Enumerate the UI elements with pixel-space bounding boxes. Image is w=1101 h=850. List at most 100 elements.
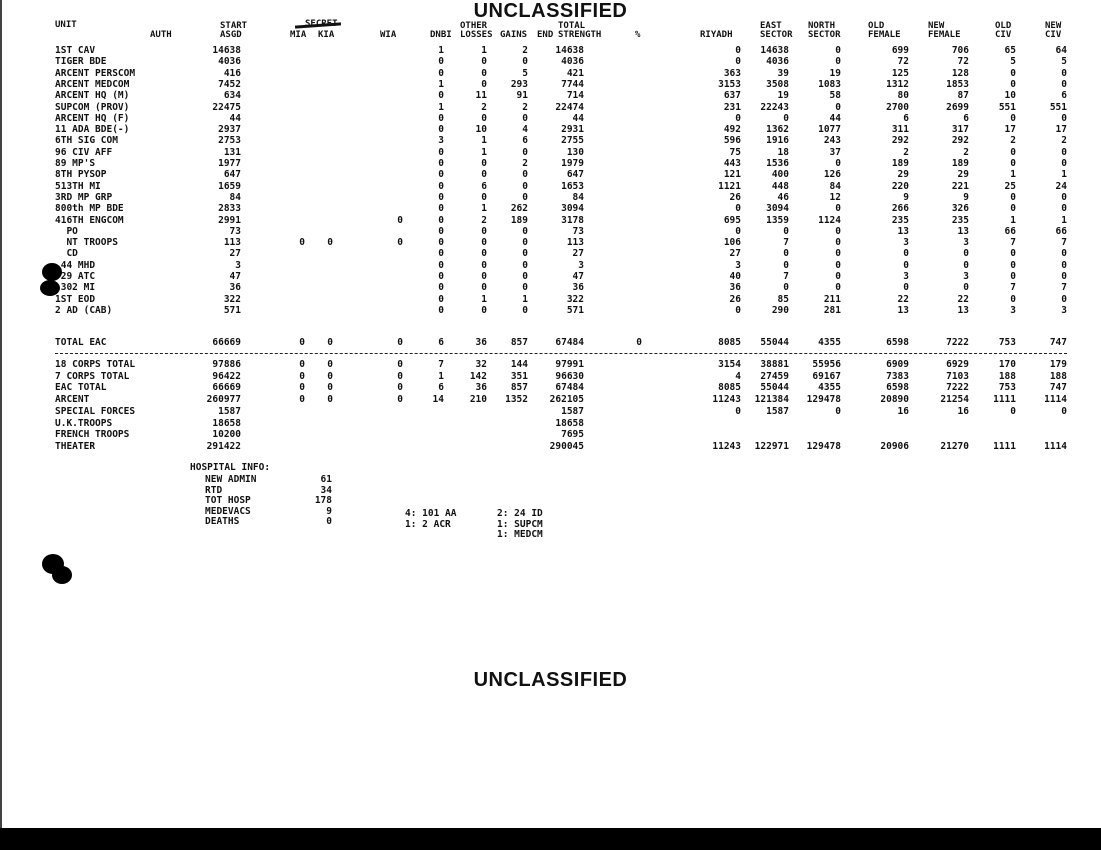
table-cell: 0 bbox=[522, 169, 528, 181]
classification-top: UNCLASSIFIED bbox=[473, 0, 628, 22]
table-cell: 0 bbox=[522, 112, 528, 124]
hospital-title: HOSPITAL INFO: bbox=[190, 462, 271, 473]
column-header: WIA bbox=[380, 30, 397, 40]
table-cell: 0 bbox=[783, 112, 789, 124]
table-cell: 281 bbox=[823, 304, 841, 316]
table-cell: 0 bbox=[783, 248, 789, 260]
table-cell: 0 bbox=[438, 237, 444, 249]
table-cell: 1114 bbox=[1044, 394, 1067, 406]
table-cell: 189 bbox=[510, 214, 528, 226]
table-cell: 0 bbox=[735, 56, 741, 68]
unit-name: 302 MI bbox=[55, 282, 96, 294]
table-cell: 1352 bbox=[505, 394, 528, 406]
table-cell: 0 bbox=[963, 282, 969, 294]
unit-name: THEATER bbox=[55, 440, 96, 452]
table-cell: 6598 bbox=[886, 337, 909, 348]
column-header: MIA bbox=[290, 30, 307, 40]
table-cell: 72 bbox=[957, 56, 969, 68]
table-cell: 416 bbox=[223, 67, 241, 79]
table-cell: 21254 bbox=[940, 394, 969, 406]
table-cell: 0 bbox=[397, 237, 403, 249]
table-cell: 0 bbox=[1010, 271, 1016, 282]
table-cell: 18658 bbox=[555, 417, 584, 429]
table-cell: 17 bbox=[1055, 124, 1067, 136]
table-cell: 0 bbox=[522, 56, 528, 68]
table-cell: 4036 bbox=[766, 56, 789, 68]
table-cell: 326 bbox=[951, 203, 969, 215]
hospital-label: RTD bbox=[205, 484, 223, 496]
table-cell: 36 bbox=[475, 382, 487, 394]
table-cell: 317 bbox=[951, 124, 969, 136]
unit-name: 11 ADA BDE(-) bbox=[55, 124, 130, 136]
table-cell: 0 bbox=[438, 248, 444, 260]
table-cell: 0 bbox=[1061, 191, 1067, 203]
table-cell: 292 bbox=[951, 135, 969, 147]
table-cell: 7 bbox=[783, 271, 789, 282]
unit-name: 44 MHD bbox=[55, 259, 96, 271]
table-cell: 10200 bbox=[212, 429, 241, 441]
table-cell: 17 bbox=[1004, 124, 1016, 136]
table-cell: 0 bbox=[1061, 271, 1067, 282]
table-cell: 3 bbox=[963, 237, 969, 249]
unit-name: EAC TOTAL bbox=[55, 382, 107, 394]
table-cell: 235 bbox=[891, 214, 909, 226]
table-cell: 55956 bbox=[812, 359, 841, 370]
table-cell: 189 bbox=[951, 158, 969, 169]
table-cell: 7 bbox=[1010, 237, 1016, 249]
table-cell: 113 bbox=[223, 237, 241, 249]
table-cell: 0 bbox=[481, 169, 487, 181]
table-cell: 0 bbox=[327, 359, 333, 370]
table-cell: 16 bbox=[897, 405, 909, 417]
table-cell: 0 bbox=[522, 304, 528, 316]
table-cell: 857 bbox=[510, 337, 528, 348]
table-cell: 24 bbox=[1055, 180, 1067, 192]
scan-footer-bar bbox=[0, 828, 1101, 850]
table-cell: 21270 bbox=[940, 440, 969, 452]
table-cell: 7695 bbox=[561, 429, 584, 441]
table-cell: 0 bbox=[1010, 293, 1016, 305]
table-cell: 0 bbox=[438, 191, 444, 203]
table-cell: 38881 bbox=[760, 359, 789, 370]
table-cell: 20906 bbox=[880, 440, 909, 452]
table-cell: 130 bbox=[566, 146, 584, 158]
table-cell: 1362 bbox=[766, 124, 789, 136]
table-cell: 293 bbox=[510, 78, 528, 90]
table-cell: 10 bbox=[475, 124, 487, 136]
table-cell: 0 bbox=[1010, 112, 1016, 124]
table-cell: 0 bbox=[438, 304, 444, 316]
table-cell: 7 bbox=[783, 237, 789, 249]
table-cell: 0 bbox=[438, 214, 444, 226]
table-cell: 0 bbox=[481, 78, 487, 90]
table-cell: 322 bbox=[566, 293, 584, 305]
table-cell: 400 bbox=[771, 169, 789, 181]
table-cell: 1077 bbox=[818, 124, 841, 136]
column-header: SECTOR bbox=[808, 30, 841, 40]
table-cell: 1 bbox=[481, 45, 487, 56]
table-cell: 2 bbox=[1061, 135, 1067, 147]
table-cell: 13 bbox=[957, 225, 969, 237]
table-cell: 1853 bbox=[946, 78, 969, 90]
table-cell: 73 bbox=[229, 225, 241, 237]
table-cell: 11243 bbox=[712, 440, 741, 452]
column-header: AUTH bbox=[150, 30, 172, 40]
table-cell: 84 bbox=[572, 191, 584, 203]
table-cell: 0 bbox=[327, 394, 333, 406]
table-cell: 36 bbox=[572, 282, 584, 294]
table-cell: 1 bbox=[438, 45, 444, 56]
table-cell: 0 bbox=[1010, 203, 1016, 215]
unit-name: 1ST EOD bbox=[55, 293, 96, 305]
table-cell: 0 bbox=[438, 112, 444, 124]
table-cell: 4036 bbox=[561, 56, 584, 68]
table-cell: 2 bbox=[522, 158, 528, 169]
table-cell: 39 bbox=[777, 67, 789, 79]
table-cell: 4355 bbox=[818, 382, 841, 394]
table-cell: 6 bbox=[438, 382, 444, 394]
table-cell: 1083 bbox=[818, 78, 841, 90]
table-cell: 0 bbox=[327, 237, 333, 249]
table-cell: 551 bbox=[998, 101, 1016, 113]
table-cell: 1 bbox=[481, 203, 487, 215]
table-cell: 73 bbox=[572, 225, 584, 237]
table-cell: 144 bbox=[510, 359, 528, 370]
table-cell: 36 bbox=[229, 282, 241, 294]
table-cell: 19 bbox=[829, 67, 841, 79]
